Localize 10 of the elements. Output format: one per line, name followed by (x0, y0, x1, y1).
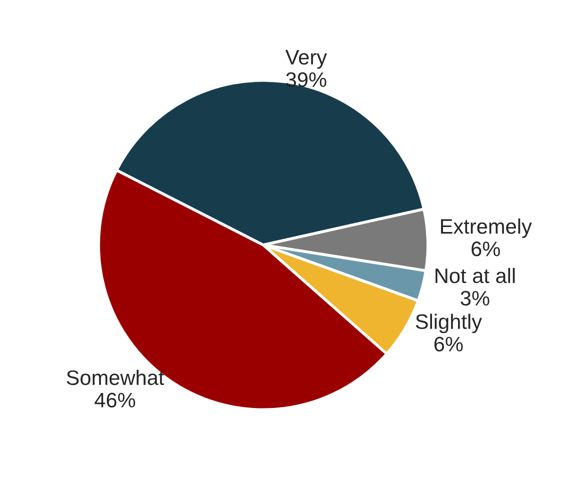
data-label: 46% (94, 392, 136, 408)
data-label: 39% (286, 72, 326, 88)
slice-label: Extremely (441, 218, 532, 238)
data-label: 3% (460, 290, 490, 306)
slice-label: Slightly (416, 314, 482, 334)
slice-label: Somewhat (66, 370, 164, 386)
data-label: 6% (434, 336, 463, 352)
data-label: 6% (472, 242, 500, 256)
slice-label: Not at all (436, 268, 515, 284)
slice-label: Very (285, 50, 327, 69)
